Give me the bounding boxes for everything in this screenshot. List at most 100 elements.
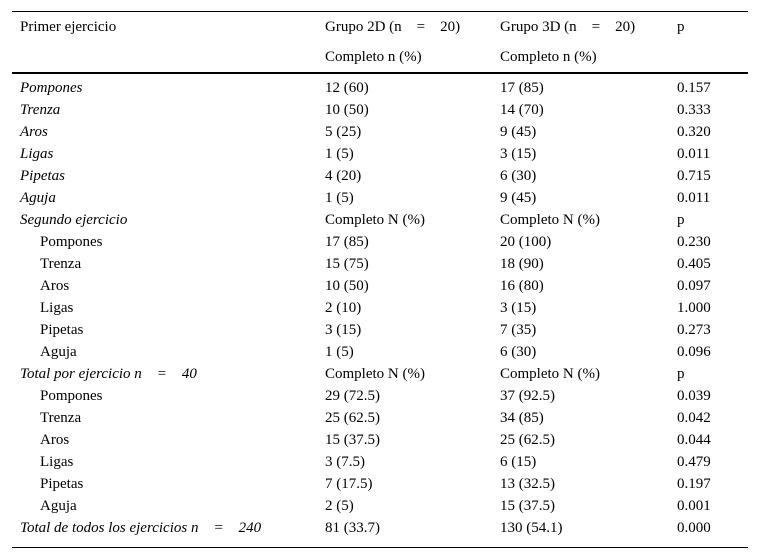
table-row: Trenza 10 (50) 14 (70) 0.333	[12, 99, 748, 121]
row-label: Pipetas	[20, 168, 65, 184]
table-header: Primer ejercicio Grupo 2D (n = 20) Grupo…	[12, 12, 748, 74]
p-value: 0.273	[677, 322, 711, 338]
row-label: Aros	[20, 124, 48, 140]
group2d-value: 81 (33.7)	[325, 520, 380, 536]
group3d-value: 3 (15)	[500, 146, 537, 162]
table-row: Aros 10 (50) 16 (80) 0.097	[12, 275, 748, 297]
table-row: Ligas 3 (7.5) 6 (15) 0.479	[12, 451, 748, 473]
row-label: Aguja	[40, 344, 77, 360]
group2d-value: 15 (37.5)	[325, 432, 380, 448]
row-label: Segundo ejercicio	[20, 212, 128, 228]
table-body: Pompones 12 (60) 17 (85) 0.157 Trenza 10…	[12, 74, 748, 547]
p-value: 0.039	[677, 388, 711, 404]
table-row: Total de todos los ejercicios n = 240 81…	[12, 517, 748, 539]
p-value: 0.000	[677, 520, 711, 536]
p-value: 0.479	[677, 454, 711, 470]
row-label: Aros	[40, 278, 70, 294]
table-row: Trenza 15 (75) 18 (90) 0.405	[12, 253, 748, 275]
row-label: Aros	[40, 432, 70, 448]
p-value: 0.044	[677, 432, 711, 448]
group3d-value: 17 (85)	[500, 80, 544, 96]
row-label: Pompones	[40, 234, 103, 250]
row-label: Pompones	[40, 388, 103, 404]
group2d-value: 7 (17.5)	[325, 476, 373, 492]
results-table: Primer ejercicio Grupo 2D (n = 20) Grupo…	[12, 11, 748, 548]
p-value: 0.230	[677, 234, 711, 250]
p-value: 0.011	[677, 146, 711, 162]
header-row-2: Completo n (%) Completo n (%)	[12, 42, 748, 72]
table-row: Aguja 2 (5) 15 (37.5) 0.001	[12, 495, 748, 517]
group3d-value: 7 (35)	[500, 322, 537, 338]
group3d-value: 3 (15)	[500, 300, 537, 316]
group3d-value: 16 (80)	[500, 278, 544, 294]
group2d-value: 15 (75)	[325, 256, 369, 272]
table-row: Aguja 1 (5) 9 (45) 0.011	[12, 187, 748, 209]
row-label: Ligas	[40, 454, 74, 470]
group2d-value: 1 (5)	[325, 146, 354, 162]
table-row: Total por ejercicio n = 40 Completo N (%…	[12, 363, 748, 385]
table-row: Pompones 29 (72.5) 37 (92.5) 0.039	[12, 385, 748, 407]
row-label: Trenza	[20, 102, 61, 118]
group2d-value: 12 (60)	[325, 80, 369, 96]
p-value: 0.001	[677, 498, 711, 514]
group3d-value: 6 (15)	[500, 454, 537, 470]
row-label: Aguja	[40, 498, 77, 514]
header-first-exercise: Primer ejercicio	[20, 19, 117, 35]
group2d-value: Completo N (%)	[325, 212, 425, 228]
row-label: Total por ejercicio n = 40	[20, 366, 197, 382]
table-row: Pipetas 3 (15) 7 (35) 0.273	[12, 319, 748, 341]
table-row: Aros 5 (25) 9 (45) 0.320	[12, 121, 748, 143]
table-row: Trenza 25 (62.5) 34 (85) 0.042	[12, 407, 748, 429]
header-group2d-subtitle: Completo n (%)	[325, 49, 422, 65]
group2d-value: 17 (85)	[325, 234, 369, 250]
group3d-value: 6 (30)	[500, 168, 537, 184]
group3d-value: 9 (45)	[500, 190, 537, 206]
p-value: 0.097	[677, 278, 711, 294]
group2d-value: 2 (10)	[325, 300, 362, 316]
group3d-value: 13 (32.5)	[500, 476, 555, 492]
group2d-value: 25 (62.5)	[325, 410, 380, 426]
group3d-value: Completo N (%)	[500, 212, 600, 228]
table-row: Segundo ejercicio Completo N (%) Complet…	[12, 209, 748, 231]
row-label: Ligas	[20, 146, 54, 162]
row-label: Pompones	[20, 80, 83, 96]
header-row-1: Primer ejercicio Grupo 2D (n = 20) Grupo…	[12, 12, 748, 42]
p-value: p	[677, 212, 685, 228]
group3d-value: Completo N (%)	[500, 366, 600, 382]
group3d-value: 14 (70)	[500, 102, 544, 118]
p-value: 0.320	[677, 124, 711, 140]
row-label: Pipetas	[40, 322, 84, 338]
p-value: p	[677, 366, 685, 382]
header-p-label: p	[677, 19, 685, 35]
row-label: Total de todos los ejercicios n = 240	[20, 520, 262, 536]
row-label: Trenza	[40, 410, 82, 426]
group2d-value: 29 (72.5)	[325, 388, 380, 404]
table-row: Pompones 17 (85) 20 (100) 0.230	[12, 231, 748, 253]
group2d-value: 1 (5)	[325, 344, 354, 360]
p-value: 0.096	[677, 344, 711, 360]
group3d-value: 15 (37.5)	[500, 498, 555, 514]
p-value: 0.197	[677, 476, 711, 492]
p-value: 0.042	[677, 410, 711, 426]
p-value: 0.333	[677, 102, 711, 118]
group3d-value: 37 (92.5)	[500, 388, 555, 404]
p-value: 0.405	[677, 256, 711, 272]
group2d-value: 3 (7.5)	[325, 454, 365, 470]
group2d-value: 5 (25)	[325, 124, 362, 140]
group3d-value: 34 (85)	[500, 410, 544, 426]
table-row: Ligas 1 (5) 3 (15) 0.011	[12, 143, 748, 165]
table-row: Pipetas 4 (20) 6 (30) 0.715	[12, 165, 748, 187]
group2d-value: Completo N (%)	[325, 366, 425, 382]
group2d-value: 1 (5)	[325, 190, 354, 206]
row-label: Pipetas	[40, 476, 84, 492]
group2d-value: 3 (15)	[325, 322, 362, 338]
group2d-value: 10 (50)	[325, 102, 369, 118]
p-value: 0.715	[677, 168, 711, 184]
p-value: 0.011	[677, 190, 711, 206]
p-value: 0.157	[677, 80, 711, 96]
group3d-value: 6 (30)	[500, 344, 537, 360]
row-label: Ligas	[40, 300, 74, 316]
group3d-value: 25 (62.5)	[500, 432, 555, 448]
group2d-value: 2 (5)	[325, 498, 354, 514]
group2d-value: 10 (50)	[325, 278, 369, 294]
